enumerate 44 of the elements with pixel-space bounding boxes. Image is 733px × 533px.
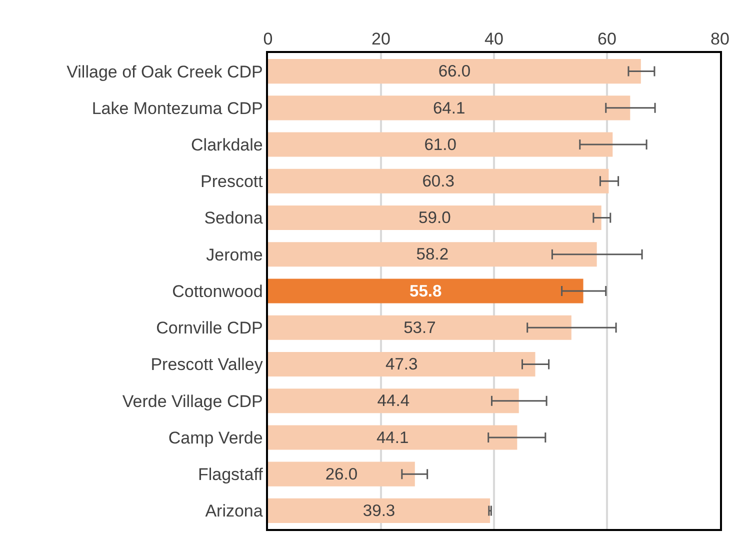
data-label: 66.0	[438, 62, 471, 81]
bar	[268, 132, 613, 157]
bar	[268, 498, 490, 523]
x-tick-label: 40	[484, 29, 504, 48]
y-tick-label: Flagstaff	[198, 465, 264, 484]
y-tick-label: Clarkdale	[191, 135, 263, 154]
data-label: 60.3	[422, 172, 454, 191]
y-tick-label: Cottonwood	[172, 282, 263, 301]
y-tick-label: Village of Oak Creek CDP	[66, 62, 263, 82]
data-label: 39.3	[362, 501, 396, 520]
data-label: 26.0	[325, 464, 358, 484]
bar	[268, 242, 597, 267]
bar	[268, 315, 572, 340]
data-label: 59.0	[418, 208, 451, 228]
x-tick-label: 20	[372, 29, 390, 48]
y-tick-label: Verde Village CDP	[122, 392, 263, 411]
bar	[268, 388, 519, 414]
bar	[268, 59, 641, 84]
y-tick-label: Sedona	[204, 208, 264, 228]
bar	[268, 278, 584, 304]
bar	[268, 462, 415, 486]
bar	[268, 425, 518, 450]
y-tick-label: Jerome	[206, 245, 263, 264]
y-tick-label: Prescott Valley	[150, 355, 264, 374]
y-tick-label: Lake Montezuma CDP	[92, 98, 263, 118]
data-label: 44.4	[377, 391, 410, 410]
data-label: 44.1	[376, 428, 409, 447]
bar	[268, 206, 602, 230]
data-label: 53.7	[404, 318, 436, 337]
x-tick-label: 60	[598, 29, 616, 48]
bar	[268, 168, 609, 194]
bar	[268, 96, 630, 120]
y-tick-label: Cornville CDP	[156, 318, 263, 338]
data-label: 64.1	[432, 98, 466, 118]
x-tick-label: 0	[263, 29, 273, 48]
y-tick-label: Camp Verde	[168, 428, 263, 448]
data-label: 55.8	[409, 281, 442, 300]
y-tick-label: Arizona	[205, 502, 264, 521]
x-tick-label: 80	[710, 29, 730, 48]
data-label: 47.3	[385, 354, 418, 374]
data-label: 58.2	[416, 244, 449, 264]
bar	[268, 352, 536, 376]
y-tick-label: Prescott	[200, 172, 264, 192]
data-label: 61.0	[424, 134, 456, 154]
